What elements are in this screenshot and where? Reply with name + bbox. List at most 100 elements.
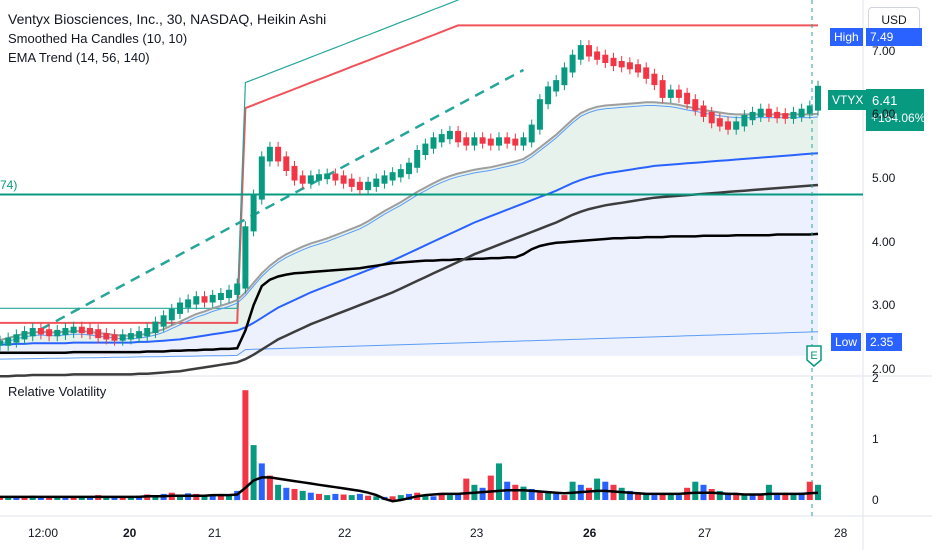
- candle-body: [95, 329, 102, 339]
- candle-body: [520, 137, 527, 146]
- candle-body: [487, 138, 494, 146]
- volatility-bar: [741, 495, 748, 500]
- volatility-bar: [266, 475, 273, 500]
- candle-body: [675, 89, 682, 98]
- last-price-box: 6.41 +164.06%: [866, 89, 925, 131]
- candle-body: [463, 137, 470, 146]
- earnings-letter: E: [810, 350, 817, 362]
- price-tick-label: 5.00: [872, 170, 896, 185]
- volatility-bar: [618, 487, 625, 500]
- candle-body: [414, 150, 421, 168]
- candle-body: [111, 334, 118, 341]
- candle-body: [70, 326, 77, 334]
- candle-body: [21, 331, 28, 340]
- volatility-bar: [765, 484, 772, 501]
- candle-body: [765, 108, 772, 117]
- volatility-bar: [463, 478, 470, 500]
- candle-body: [757, 108, 764, 117]
- volatility-tick-label: 2: [872, 371, 879, 385]
- candle-body: [226, 289, 232, 299]
- candle-body: [430, 137, 437, 149]
- upper-green-band: [0, 0, 460, 309]
- volatility-bar: [798, 492, 805, 500]
- candle-body: [626, 62, 633, 70]
- candle-body: [78, 326, 85, 334]
- candle-body: [185, 299, 192, 308]
- upper-red-line: [0, 24, 818, 324]
- volatility-bar: [373, 496, 380, 500]
- candle-body: [553, 80, 560, 92]
- candle-body: [242, 226, 249, 289]
- volatility-bar: [217, 493, 224, 500]
- volatility-bar: [635, 492, 641, 500]
- candle-body: [512, 138, 519, 146]
- time-tick-label: 22: [338, 526, 352, 540]
- candle-body: [87, 328, 93, 335]
- time-tick-label: 20: [123, 526, 137, 540]
- volatility-bar: [340, 494, 347, 500]
- candle-body: [815, 85, 821, 111]
- volatility-bar: [757, 493, 764, 500]
- candle-body: [381, 175, 388, 184]
- price-tick-label: 3.00: [872, 298, 896, 313]
- indicator-smoothed-ha[interactable]: Smoothed Ha Candles (10, 10): [8, 31, 188, 46]
- volatility-bar: [37, 496, 44, 500]
- earnings-icon[interactable]: E: [805, 345, 823, 367]
- candle-body: [446, 130, 453, 140]
- low-value: 2.35: [866, 333, 902, 351]
- volatility-bar: [586, 487, 592, 500]
- candle-body: [610, 57, 617, 67]
- candle-body: [307, 175, 314, 184]
- candle-body: [62, 328, 69, 335]
- candle-body: [283, 156, 290, 171]
- candle-body: [144, 328, 151, 337]
- candle-body: [54, 329, 61, 337]
- candle-body: [250, 194, 257, 232]
- volatility-bar: [553, 493, 560, 500]
- candle-body: [651, 73, 658, 86]
- volatility-bar: [667, 494, 674, 500]
- volatility-bar: [430, 496, 437, 500]
- ema-140-line: [0, 232, 819, 355]
- candle-body: [397, 169, 404, 178]
- indicator-ema-trend[interactable]: EMA Trend (14, 56, 140): [8, 50, 150, 65]
- volatility-bar: [790, 493, 797, 500]
- candle-body: [586, 45, 592, 57]
- legend: Ventyx Biosciences, Inc., 30, NASDAQ, He…: [8, 10, 326, 67]
- lower-blue-band: [0, 331, 819, 360]
- volatility-bar: [512, 484, 519, 501]
- candle-body: [316, 174, 322, 181]
- volatility-bar: [749, 494, 756, 500]
- volatility-bar: [774, 495, 781, 500]
- volatility-bar: [275, 484, 282, 501]
- volatility-bar: [479, 487, 486, 500]
- candle-body: [577, 45, 584, 60]
- candle-body: [536, 99, 543, 130]
- ticker-symbol-tag: VTYX: [828, 90, 868, 110]
- volatility-bar: [62, 496, 69, 500]
- symbol-title[interactable]: Ventyx Biosciences, Inc., 30, NASDAQ, He…: [8, 11, 327, 27]
- candle-body: [332, 173, 339, 181]
- candle-body: [356, 181, 363, 191]
- volatility-bar: [782, 494, 789, 500]
- candle-body: [806, 105, 813, 114]
- candle-body: [725, 121, 731, 130]
- candle-body: [340, 175, 347, 184]
- candle-body: [217, 293, 224, 300]
- volatility-bar: [242, 390, 249, 500]
- volatility-bar: [348, 495, 355, 500]
- candle-body: [618, 61, 625, 68]
- volatility-bar: [561, 495, 568, 500]
- candle-body: [700, 105, 707, 117]
- volatility-bar: [643, 493, 650, 500]
- last-price: 6.41: [872, 93, 898, 108]
- price-tick-label: 7.00: [872, 43, 896, 58]
- candle-body: [234, 283, 241, 295]
- volatility-bar: [675, 495, 682, 500]
- relative-volatility-title[interactable]: Relative Volatility: [8, 384, 107, 399]
- volatility-bar: [226, 495, 232, 500]
- candle-body: [594, 51, 601, 60]
- volatility-bar: [389, 496, 396, 500]
